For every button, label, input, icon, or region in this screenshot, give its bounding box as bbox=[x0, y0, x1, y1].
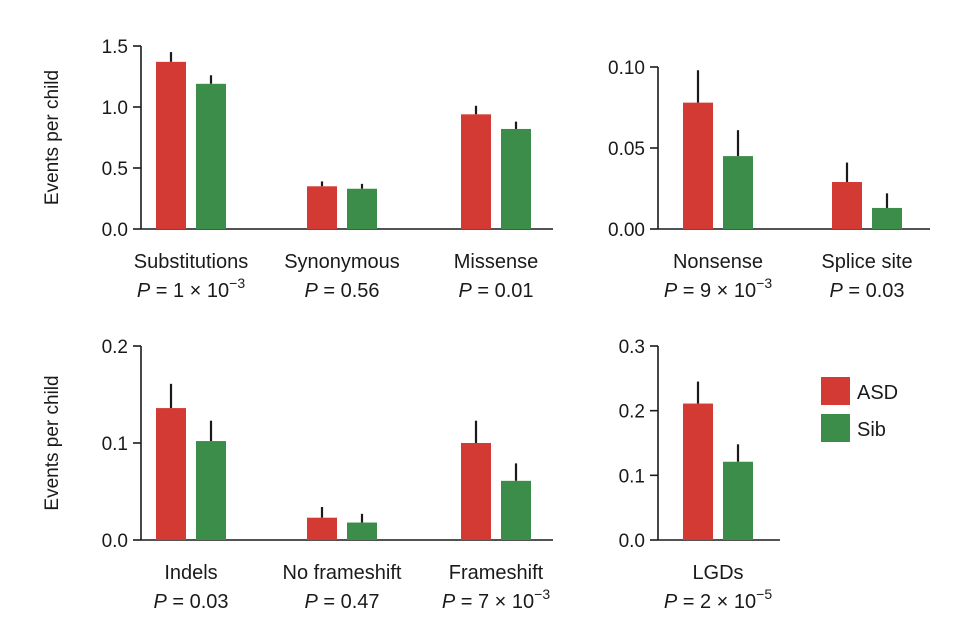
bar-sib bbox=[347, 188, 377, 229]
p-symbol: P bbox=[153, 591, 167, 613]
p-value-text: = 0.01 bbox=[472, 280, 534, 302]
chart-panel-top-left: 0.0 0.5 1.0 1.5 Events per child Substitution… bbox=[42, 37, 553, 302]
p-value-text: = 1 × 10 bbox=[150, 280, 229, 302]
y-tick-label: 0.2 bbox=[619, 402, 645, 423]
legend-swatch-asd bbox=[821, 377, 850, 405]
p-value-text: = 0.47 bbox=[318, 591, 380, 613]
y-tick-label: 0.0 bbox=[102, 220, 128, 241]
bar-asd bbox=[683, 102, 713, 229]
category-label: Frameshift bbox=[449, 562, 544, 584]
legend-label-sib: Sib bbox=[857, 419, 886, 441]
p-value-label: P = 9 × 10−3 bbox=[664, 275, 772, 302]
p-symbol: P bbox=[829, 280, 843, 302]
p-symbol: P bbox=[442, 591, 456, 613]
y-tick-label: 0.10 bbox=[608, 58, 645, 79]
legend-swatch-sib bbox=[821, 414, 850, 442]
p-value-exponent: −3 bbox=[756, 275, 772, 291]
legend: ASD Sib bbox=[821, 377, 898, 442]
p-value-text: = 0.03 bbox=[843, 280, 905, 302]
bar-sib bbox=[501, 128, 531, 229]
bar-sib bbox=[723, 461, 753, 540]
y-tick-label: 0.2 bbox=[102, 337, 128, 358]
bar-sib bbox=[196, 441, 226, 540]
y-axis-label: Events per child bbox=[42, 70, 63, 205]
category-label: Splice site bbox=[821, 251, 912, 273]
p-symbol: P bbox=[304, 280, 318, 302]
category-label: Synonymous bbox=[284, 251, 400, 273]
p-value-label: P = 0.01 bbox=[458, 280, 533, 302]
p-value-text: = 9 × 10 bbox=[677, 280, 756, 302]
p-symbol: P bbox=[458, 280, 472, 302]
p-value-exponent: −3 bbox=[229, 275, 245, 291]
bar-asd bbox=[307, 186, 337, 229]
bar-asd bbox=[461, 443, 491, 540]
category-label: Missense bbox=[454, 251, 538, 273]
p-value-label: P = 0.47 bbox=[304, 591, 379, 613]
p-value-exponent: −3 bbox=[534, 586, 550, 602]
p-symbol: P bbox=[664, 280, 678, 302]
category-label: No frameshift bbox=[283, 562, 402, 584]
y-tick-label: 0.1 bbox=[619, 466, 645, 487]
p-value-exponent: −5 bbox=[756, 586, 772, 602]
bar-sib bbox=[501, 480, 531, 540]
bar-sib bbox=[196, 83, 226, 229]
bar-sib bbox=[723, 156, 753, 229]
p-symbol: P bbox=[304, 591, 318, 613]
p-value-label: P = 0.56 bbox=[304, 280, 379, 302]
p-value-label: P = 0.03 bbox=[829, 280, 904, 302]
p-symbol: P bbox=[664, 591, 678, 613]
category-label: Substitutions bbox=[134, 251, 249, 273]
bar-asd bbox=[307, 517, 337, 540]
y-tick-label: 1.5 bbox=[102, 37, 128, 58]
category-label: LGDs bbox=[692, 562, 743, 584]
p-value-text: = 7 × 10 bbox=[455, 591, 534, 613]
category-label: Indels bbox=[164, 562, 217, 584]
y-tick-label: 0.0 bbox=[619, 531, 645, 552]
y-tick-label: 0.05 bbox=[608, 139, 645, 160]
y-tick-label: 0.3 bbox=[619, 337, 645, 358]
y-tick-label: 0.0 bbox=[102, 531, 128, 552]
legend-label-asd: ASD bbox=[857, 382, 898, 404]
p-value-text: = 2 × 10 bbox=[677, 591, 756, 613]
y-tick-label: 0.5 bbox=[102, 159, 128, 180]
y-axis-label: Events per child bbox=[42, 375, 63, 510]
bar-asd bbox=[832, 182, 862, 229]
bar-asd bbox=[461, 114, 491, 229]
bar-asd bbox=[156, 61, 186, 229]
bar-asd bbox=[683, 403, 713, 540]
bar-sib bbox=[347, 522, 377, 540]
y-tick-label: 1.0 bbox=[102, 98, 128, 119]
p-value-text: = 0.56 bbox=[318, 280, 380, 302]
category-label: Nonsense bbox=[673, 251, 763, 273]
p-value-label: P = 1 × 10−3 bbox=[137, 275, 245, 302]
p-symbol: P bbox=[137, 280, 151, 302]
y-tick-label: 0.00 bbox=[608, 220, 645, 241]
p-value-label: P = 0.03 bbox=[153, 591, 228, 613]
p-value-label: P = 7 × 10−3 bbox=[442, 586, 550, 613]
bar-sib bbox=[872, 207, 902, 229]
chart-panel-bottom-left: 0.0 0.1 0.2 Events per child Indels P = 0.03 N… bbox=[42, 337, 553, 613]
p-value-text: = 0.03 bbox=[167, 591, 229, 613]
p-value-label: P = 2 × 10−5 bbox=[664, 586, 772, 613]
y-tick-label: 0.1 bbox=[102, 434, 128, 455]
bar-asd bbox=[156, 408, 186, 540]
